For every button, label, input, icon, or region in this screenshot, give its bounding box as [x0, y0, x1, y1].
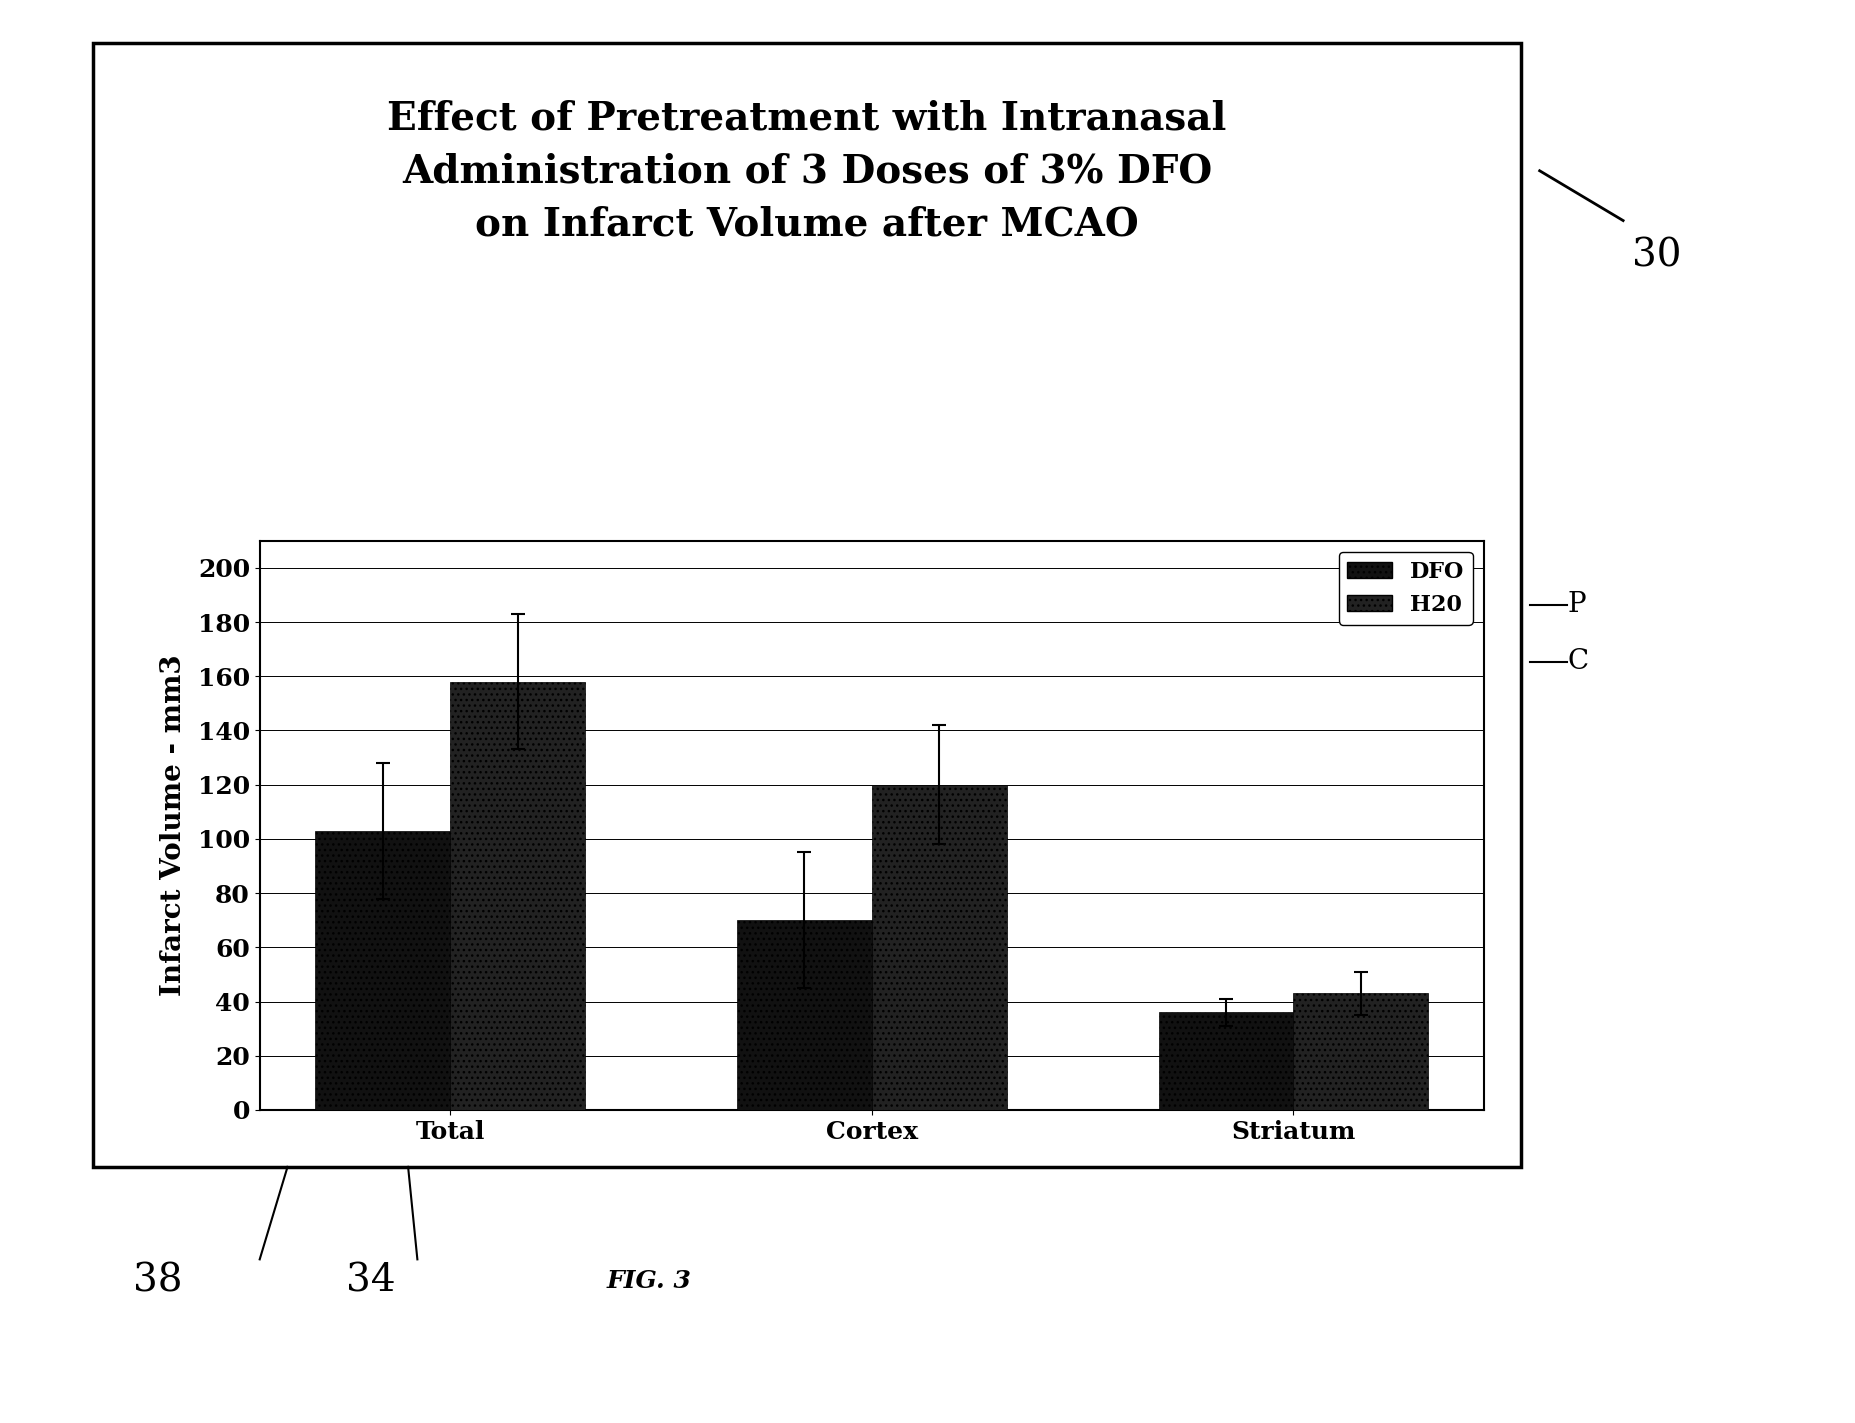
- Bar: [451, 682, 584, 1110]
- Bar: [315, 831, 451, 1110]
- Bar: [872, 784, 1007, 1110]
- Text: 38: 38: [134, 1262, 182, 1299]
- Legend: DFO, H20: DFO, H20: [1339, 552, 1473, 625]
- Y-axis label: Infarct Volume - mm3: Infarct Volume - mm3: [160, 655, 187, 996]
- Text: 30: 30: [1632, 238, 1682, 275]
- Bar: [1159, 1012, 1293, 1110]
- Text: P: P: [1567, 592, 1586, 618]
- Bar: [736, 921, 872, 1110]
- Text: 34: 34: [347, 1262, 395, 1299]
- Text: FIG. 3: FIG. 3: [607, 1269, 692, 1292]
- Bar: [1293, 993, 1428, 1110]
- Text: Effect of Pretreatment with Intranasal
Administration of 3 Doses of 3% DFO
on In: Effect of Pretreatment with Intranasal A…: [388, 100, 1226, 243]
- Text: C: C: [1567, 649, 1588, 675]
